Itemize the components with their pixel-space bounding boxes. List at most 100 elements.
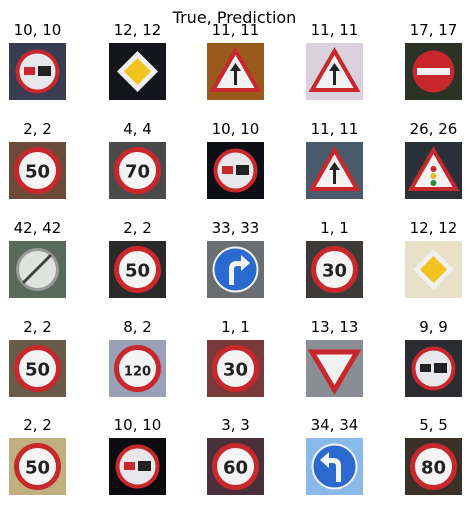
sign-disc bbox=[115, 444, 160, 489]
sign-thumbnail bbox=[405, 142, 462, 199]
vehicle-right bbox=[236, 165, 249, 175]
sign-thumbnail: 70 bbox=[109, 142, 166, 199]
sign-text: 30 bbox=[223, 360, 248, 381]
cell-label: 1, 1 bbox=[221, 318, 250, 336]
cell-label: 2, 2 bbox=[23, 416, 52, 434]
cell-label: 4, 4 bbox=[123, 120, 152, 138]
cell-label: 12, 12 bbox=[113, 21, 162, 39]
sign-thumbnail bbox=[109, 438, 166, 495]
sign-disc bbox=[212, 345, 259, 392]
vehicle-right bbox=[138, 461, 151, 471]
sign-center bbox=[124, 58, 151, 85]
sign-disc bbox=[114, 147, 161, 194]
sign-arrow bbox=[229, 255, 250, 285]
cell-label: 11, 11 bbox=[310, 120, 359, 138]
sign-thumbnail bbox=[306, 340, 363, 397]
sign-text: 50 bbox=[25, 162, 50, 183]
cell-label: 2, 2 bbox=[123, 219, 152, 237]
sign-slash bbox=[21, 253, 53, 285]
sign-thumbnail bbox=[207, 142, 264, 199]
sign-disc bbox=[212, 246, 259, 293]
sign-thumbnail bbox=[306, 438, 363, 495]
sign-disc bbox=[411, 346, 456, 391]
sign-text: 50 bbox=[25, 360, 50, 381]
sign-thumbnail bbox=[9, 241, 66, 298]
sign-text: 50 bbox=[25, 458, 50, 479]
cell-label: 2, 2 bbox=[23, 120, 52, 138]
signal-yellow bbox=[430, 173, 437, 179]
sign-cross-v bbox=[234, 67, 237, 85]
sign-thumbnail bbox=[405, 340, 462, 397]
sign-disc bbox=[410, 443, 457, 490]
sign-disc bbox=[14, 147, 61, 194]
sign-thumbnail bbox=[109, 43, 166, 100]
sign-thumbnail bbox=[207, 43, 264, 100]
cell-label: 33, 33 bbox=[211, 219, 260, 237]
vehicle-right bbox=[38, 66, 51, 76]
chart-title: True, Prediction bbox=[172, 8, 297, 27]
sign-cross-v bbox=[333, 166, 336, 184]
cell-label: 13, 13 bbox=[310, 318, 359, 336]
cell-label: 11, 11 bbox=[310, 21, 359, 39]
vehicle-left bbox=[24, 67, 35, 75]
cell-label: 42, 42 bbox=[13, 219, 62, 237]
cell-label: 11, 11 bbox=[211, 21, 260, 39]
sign-thumbnail: 50 bbox=[109, 241, 166, 298]
vehicle-left bbox=[222, 166, 233, 174]
cell-label: 10, 10 bbox=[113, 416, 162, 434]
cell-label: 5, 5 bbox=[419, 416, 448, 434]
sign-disc bbox=[311, 443, 358, 490]
sign-cross-v bbox=[333, 67, 336, 85]
sign-triangle bbox=[307, 349, 362, 395]
sign-disc bbox=[213, 148, 258, 193]
signal-red bbox=[430, 166, 437, 172]
sign-disc bbox=[311, 246, 358, 293]
sign-thumbnail bbox=[9, 43, 66, 100]
cell-label: 3, 3 bbox=[221, 416, 250, 434]
cell-label: 12, 12 bbox=[409, 219, 458, 237]
sign-cross-h bbox=[329, 162, 340, 170]
sign-disc bbox=[114, 345, 161, 392]
sign-disc bbox=[212, 443, 259, 490]
cell-label: 1, 1 bbox=[320, 219, 349, 237]
sign-text: 50 bbox=[125, 261, 150, 282]
cell-label: 17, 17 bbox=[409, 21, 458, 39]
cell-label: 9, 9 bbox=[419, 318, 448, 336]
vehicle-left bbox=[420, 364, 431, 372]
cell-label: 8, 2 bbox=[123, 318, 152, 336]
sign-thumbnail: 50 bbox=[9, 340, 66, 397]
sign-cross-h bbox=[230, 63, 241, 71]
vehicle-left bbox=[124, 462, 135, 470]
sign-disc bbox=[114, 246, 161, 293]
sign-bar bbox=[417, 68, 450, 75]
sign-thumbnail bbox=[405, 43, 462, 100]
sign-cross-h bbox=[329, 63, 340, 71]
sign-thumbnail: 60 bbox=[207, 438, 264, 495]
sign-thumbnail bbox=[306, 43, 363, 100]
sign-disc bbox=[14, 443, 61, 490]
cell-label: 34, 34 bbox=[310, 416, 359, 434]
sign-disc bbox=[14, 345, 61, 392]
vehicle-right bbox=[434, 363, 447, 373]
sign-thumbnail: 30 bbox=[306, 241, 363, 298]
sign-thumbnail: 50 bbox=[9, 142, 66, 199]
sign-thumbnail bbox=[306, 142, 363, 199]
cell-label: 10, 10 bbox=[211, 120, 260, 138]
sign-disc bbox=[15, 49, 60, 94]
sign-text: 60 bbox=[223, 458, 248, 479]
sign-text: 120 bbox=[124, 365, 151, 380]
cell-label: 26, 26 bbox=[409, 120, 458, 138]
sign-thumbnail: 80 bbox=[405, 438, 462, 495]
sign-thumbnail: 50 bbox=[9, 438, 66, 495]
cell-label: 2, 2 bbox=[23, 318, 52, 336]
sign-thumbnail: 120 bbox=[109, 340, 166, 397]
sign-thumbnail bbox=[207, 241, 264, 298]
sign-text: 30 bbox=[322, 261, 347, 282]
signal-green bbox=[430, 180, 437, 186]
sign-text: 70 bbox=[125, 162, 150, 183]
sign-text: 80 bbox=[421, 458, 446, 479]
sign-center bbox=[420, 256, 447, 283]
cell-label: 10, 10 bbox=[13, 21, 62, 39]
sign-arrow bbox=[320, 452, 341, 482]
